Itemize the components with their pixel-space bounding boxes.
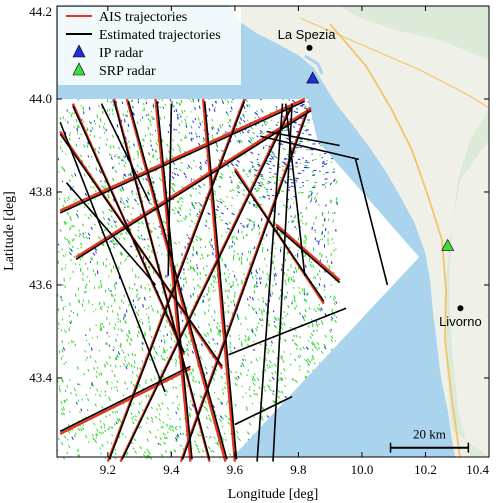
y-tick-label-1: 43.6: [29, 277, 52, 292]
y-tick-label-3: 44.0: [29, 91, 52, 106]
city-label-1: Livorno: [439, 314, 482, 329]
ais-trajectory-4: [154, 98, 192, 462]
plot-frame: [56, 5, 490, 458]
estimated-trajectory-1: [75, 109, 312, 261]
estimated-trajectory-7: [181, 110, 309, 460]
estimated-trajectory-15: [65, 182, 157, 286]
estimated-trajectory-20: [256, 103, 284, 462]
estimated-trajectory-4: [156, 101, 193, 460]
estimated-trajectory-14: [59, 121, 166, 393]
ais-trajectory-12: [275, 223, 341, 282]
ip-radar-marker: [306, 71, 320, 84]
y-tick-label-0: 43.4: [29, 370, 52, 385]
legend-label-2: IP radar: [99, 46, 144, 61]
scale-bar: 20 km: [389, 427, 470, 453]
legend-label-3: SRP radar: [99, 64, 156, 79]
ais-trajectory-5: [201, 98, 237, 462]
estimated-trajectory-6: [121, 105, 293, 460]
estimated-trajectory-21: [272, 103, 293, 462]
x-tick-label-4: 10.0: [351, 462, 374, 477]
estimated-trajectory-0: [59, 100, 306, 214]
estimated-trajectory-19: [260, 135, 359, 161]
estimated-trajectory-10: [59, 133, 223, 367]
estimated-trajectory-12: [275, 226, 341, 284]
estimated-trajectories: [59, 100, 389, 462]
x-tick-label-5: 10.2: [414, 462, 437, 477]
legend-swatch-3: [72, 62, 86, 76]
estimated-trajectory-13: [72, 105, 185, 353]
estimated-trajectory-8: [108, 101, 246, 460]
legend-label-0: AIS trajectories: [99, 10, 187, 25]
city-label-0: La Spezia: [278, 27, 337, 42]
estimated-trajectory-5: [203, 101, 238, 460]
inland-road: [299, 17, 489, 109]
land-area: [230, 6, 489, 457]
y-axis-label: Latitude [deg]: [2, 191, 17, 271]
land-vegetation: [340, 6, 489, 457]
x-tick-label-1: 9.4: [163, 462, 180, 477]
estimated-trajectory-17: [167, 103, 173, 276]
estimated-trajectory-16: [100, 103, 150, 202]
estimated-trajectory-25: [234, 395, 293, 426]
city-dot-0: [306, 44, 313, 51]
estimated-trajectory-9: [59, 365, 191, 433]
x-tick-label-3: 9.8: [290, 462, 306, 477]
legend-box: [58, 7, 241, 85]
x-axis-label: Longitude [deg]: [228, 487, 319, 502]
axis-ticks: 9.2 9.4 9.6 9.8 10.0 10.2 10.4 43.4 43.6 43.8 44.0…: [29, 4, 490, 477]
legend: AIS trajectories Estimated trajectories IP…: [58, 7, 241, 85]
srp-radar-marker: [441, 238, 455, 251]
radar-coverage-area: [57, 99, 420, 462]
coastal-road: [329, 23, 461, 457]
x-tick-label-6: 10.4: [466, 462, 489, 477]
map-markers: La Spezia Livorno: [278, 27, 482, 329]
legend-swatch-2: [72, 44, 86, 58]
legend-label-1: Estimated trajectories: [99, 28, 221, 43]
y-tick-label-2: 43.8: [29, 184, 52, 199]
x-tick-label-0: 9.2: [100, 462, 116, 477]
estimated-trajectory-22: [354, 159, 389, 286]
harbor-coast: [304, 54, 324, 75]
estimated-trajectory-23: [284, 103, 306, 276]
city-dot-1: [457, 305, 464, 312]
estimated-trajectory-18: [266, 130, 340, 147]
x-tick-label-2: 9.6: [227, 462, 244, 477]
ais-trajectory-9: [59, 367, 191, 435]
estimated-trajectory-24: [228, 307, 347, 356]
estimated-trajectory-11: [234, 170, 325, 302]
scale-bar-label: 20 km: [413, 427, 446, 442]
y-tick-label-4: 44.2: [29, 4, 52, 19]
